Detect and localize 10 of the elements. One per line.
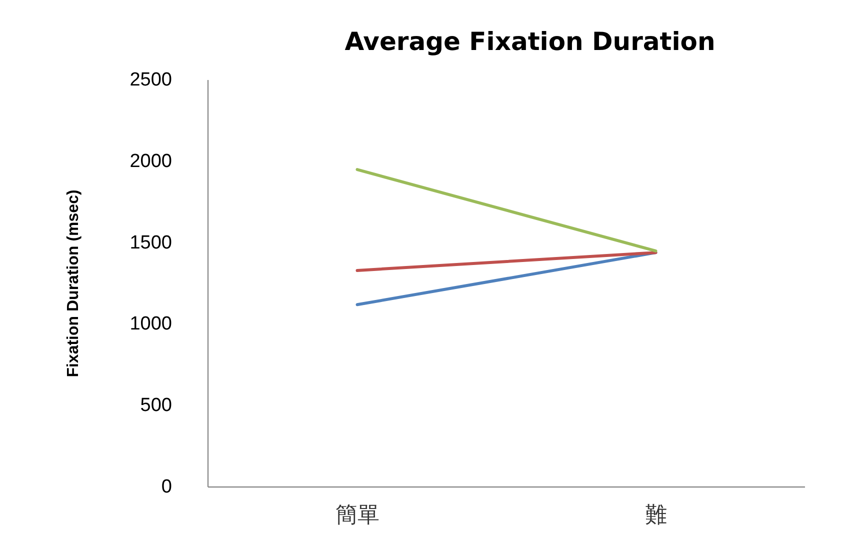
y-axis-title: Fixation Duration (msec) <box>65 190 82 378</box>
y-tick-label: 0 <box>161 476 172 498</box>
y-tick-label: 1000 <box>130 314 172 335</box>
y-tick-label: 500 <box>140 395 172 416</box>
y-tick-label: 1500 <box>130 232 172 254</box>
y-tick-label: 2500 <box>130 70 172 90</box>
y-tick-label: 2000 <box>130 150 172 172</box>
chart-title: Average Fixation Duration <box>344 27 716 56</box>
x-tick-label: 簡單 <box>335 503 380 528</box>
x-tick-label: 難 <box>644 503 667 528</box>
